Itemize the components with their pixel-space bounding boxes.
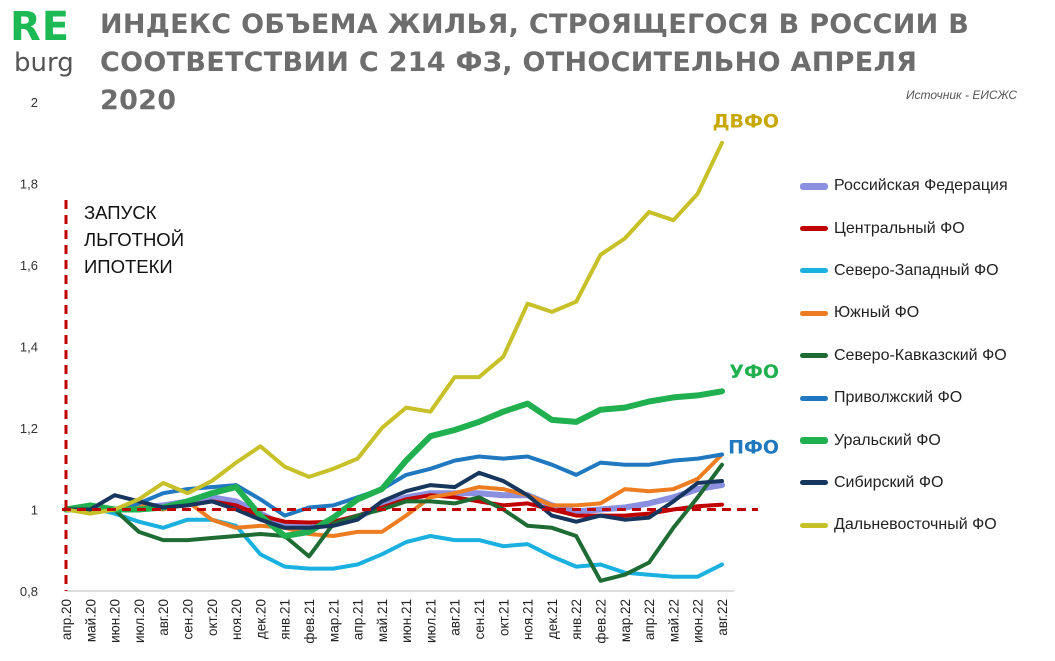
legend-item: Северо-Западный ФО (800, 250, 1050, 292)
chart-legend: Российская Федерация Центральный ФО Северо… (800, 165, 1050, 547)
series-line (64, 462, 724, 583)
series-line (64, 140, 724, 516)
legend-item: Дальневосточный ФО (800, 504, 1050, 546)
legend-swatch (800, 268, 828, 274)
legend-swatch (800, 310, 828, 316)
source-note: Источник - ЕИСЖС (905, 88, 1017, 102)
x-tick-label: фев.22 (594, 599, 609, 644)
logo-text-burg: burg (14, 48, 74, 78)
x-tick-label: авг.21 (448, 599, 463, 636)
legend-swatch (800, 437, 828, 445)
legend-swatch (800, 182, 828, 190)
x-tick-label: мар.21 (326, 599, 341, 642)
legend-label: Северо-Кавказский ФО (834, 346, 1007, 364)
y-tick-label: 0,8 (20, 584, 38, 599)
x-tick-label: янв.22 (569, 599, 584, 640)
x-tick-label: сен.20 (180, 599, 195, 639)
series-end-label: ДВФО (713, 110, 779, 132)
y-tick-label: 1,8 (20, 177, 38, 192)
legend-item: Центральный ФО (800, 207, 1050, 249)
x-tick-label: авг.22 (715, 599, 730, 636)
x-tick-label: апр.22 (642, 599, 657, 640)
series-end-label: УФО (729, 361, 779, 383)
legend-item: Сибирский ФО (800, 462, 1050, 504)
reburg-logo: RE burg (10, 4, 80, 78)
legend-swatch (800, 480, 828, 486)
chart-title: ИНДЕКС ОБЪЕМА ЖИЛЬЯ, СТРОЯЩЕГОСЯ В РОССИ… (100, 9, 970, 116)
x-tick-label: окт.21 (496, 599, 511, 636)
x-tick-label: май.22 (666, 599, 681, 642)
x-tick-label: дек.20 (253, 599, 268, 639)
legend-label: Центральный ФО (834, 219, 965, 237)
x-tick-label: июн.21 (399, 599, 414, 643)
series-end-label: ПФО (728, 436, 779, 458)
x-tick-label: ноя.20 (229, 599, 244, 640)
x-tick-label: май.21 (375, 599, 390, 642)
legend-swatch (800, 522, 828, 528)
y-tick-label: 1,2 (20, 421, 38, 436)
x-tick-label: июн.20 (108, 599, 123, 643)
legend-label: Приволжский ФО (834, 389, 963, 407)
launch-annotation-text: ЛЬГОТНОЙ (84, 229, 184, 250)
legend-swatch (800, 395, 828, 401)
series-line (64, 452, 724, 518)
legend-label: Уральский ФО (834, 431, 941, 449)
x-tick-label: ноя.21 (521, 599, 536, 640)
x-tick-label: июл.21 (423, 599, 438, 643)
x-tick-label: мар.22 (618, 599, 633, 642)
x-tick-label: апр.21 (351, 599, 366, 640)
y-tick-label: 1,4 (20, 340, 38, 355)
launch-annotation-text: ИПОТЕКИ (84, 256, 173, 277)
y-tick-label: 1,6 (20, 258, 38, 273)
launch-annotation-text: ЗАПУСК (84, 202, 157, 223)
legend-item: Южный ФО (800, 292, 1050, 334)
x-tick-label: май.20 (83, 599, 98, 642)
x-tick-label: сен.21 (472, 599, 487, 639)
legend-item: Уральский ФО (800, 419, 1050, 461)
legend-label: Южный ФО (834, 304, 920, 322)
x-tick-label: июл.20 (132, 599, 147, 643)
series-line (64, 505, 724, 579)
y-tick-label: 1 (31, 503, 38, 518)
legend-swatch (800, 353, 828, 359)
legend-item: Приволжский ФО (800, 377, 1050, 419)
x-tick-label: июн.22 (691, 599, 706, 643)
legend-item: Российская Федерация (800, 165, 1050, 207)
legend-label: Сибирский ФО (834, 473, 944, 491)
legend-swatch (800, 226, 828, 232)
x-tick-label: янв.21 (278, 599, 293, 640)
logo-text-re: RE (10, 4, 71, 50)
x-tick-label: дек.21 (545, 599, 560, 639)
legend-item: Северо-Кавказский ФО (800, 335, 1050, 377)
legend-label: Северо-Западный ФО (834, 261, 999, 279)
x-tick-label: окт.20 (205, 599, 220, 636)
x-tick-label: авг.20 (156, 599, 171, 636)
legend-label: Дальневосточный ФО (834, 516, 997, 534)
x-tick-label: апр.20 (59, 599, 74, 640)
x-tick-label: фев.21 (302, 599, 317, 644)
series-line (64, 470, 724, 530)
legend-label: Российская Федерация (834, 177, 1008, 195)
y-tick-label: 2 (31, 95, 38, 110)
